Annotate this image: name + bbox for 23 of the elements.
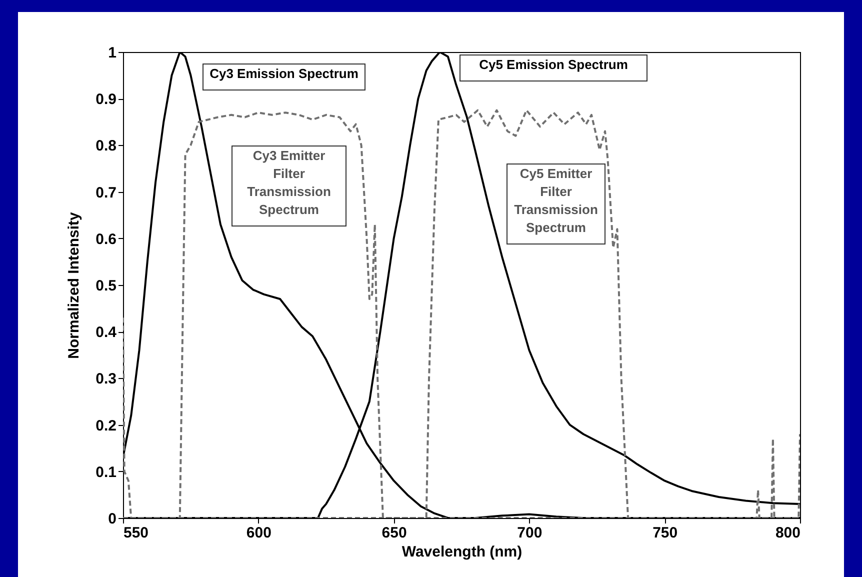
y-tick-label: 0.8 <box>96 138 116 155</box>
x-tick-label: 700 <box>517 524 542 542</box>
series-label: Cy5 Emission Spectrum <box>479 57 628 72</box>
series-label: Cy5 Emitter Filter Transmission Spectrum <box>514 166 598 235</box>
x-axis-title: Wavelength (nm) <box>402 544 522 560</box>
y-tick-label: 1 <box>108 44 116 62</box>
x-tick-label: 750 <box>652 524 678 542</box>
x-tick-label: 800 <box>775 524 800 542</box>
series-label: Cy3 Emitter Filter Transmission Spectrum <box>247 148 331 217</box>
y-tick-label: 0.2 <box>96 417 116 434</box>
y-tick-label: 0.6 <box>96 230 116 248</box>
y-tick-label: 0.3 <box>96 370 116 388</box>
y-tick-label: 0.4 <box>96 324 118 342</box>
y-tick-label: 0.7 <box>96 184 116 202</box>
y-tick-label: 0.1 <box>96 464 116 481</box>
x-tick-label: 650 <box>382 524 407 542</box>
y-tick-label: 0 <box>108 510 116 528</box>
series-label: Cy3 Emission Spectrum <box>210 66 358 81</box>
x-tick-label: 600 <box>246 524 272 542</box>
y-tick-label: 0.5 <box>96 278 116 294</box>
x-tick-label: 550 <box>124 524 149 542</box>
y-axis-title: Normalized Intensity <box>66 211 83 359</box>
y-tick-label: 0.9 <box>96 91 116 108</box>
